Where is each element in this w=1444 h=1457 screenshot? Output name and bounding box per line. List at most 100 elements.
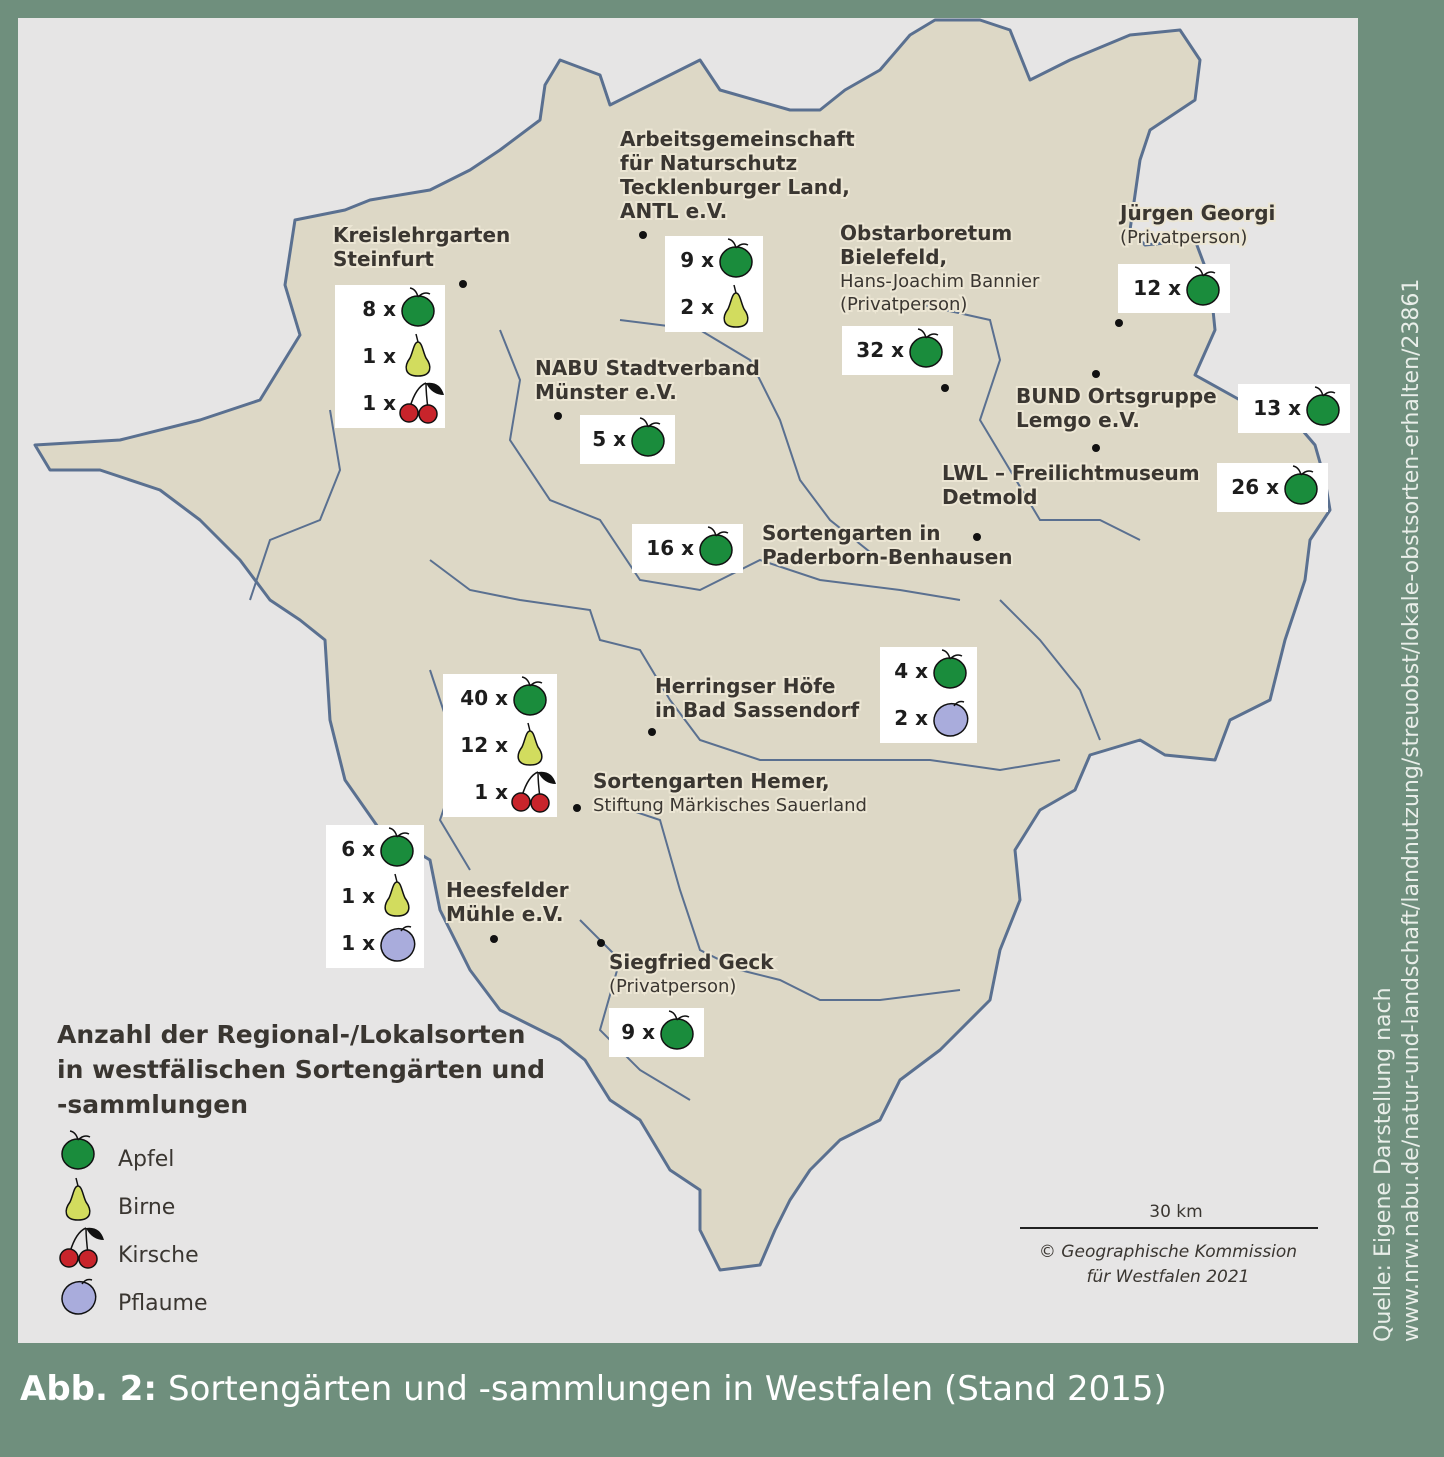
site-name: ANTL e.V. (620, 199, 727, 223)
legend-item: Pflaume (118, 1291, 208, 1316)
pear-stem (733, 284, 737, 294)
count-label: 6 x (341, 837, 375, 861)
cherry-leaf (86, 1227, 104, 1240)
site-dot (459, 280, 467, 288)
plum-body (380, 927, 416, 962)
apple-body (933, 657, 967, 689)
pear-body (723, 292, 749, 328)
apple-stem (639, 417, 661, 428)
site-name: Obstarboretum (840, 221, 1012, 245)
pear-body (65, 1185, 91, 1221)
site-dot (648, 728, 656, 736)
count-label: 8 x (362, 297, 396, 321)
count-label: 12 x (1133, 276, 1181, 300)
plum-stem (400, 925, 412, 932)
site-dot (597, 939, 605, 947)
apple-body (909, 336, 943, 368)
plum-stem (81, 1278, 93, 1285)
site-name: Siegfried Geck (609, 950, 774, 974)
fruit-icon (517, 722, 543, 766)
cherry (78, 1249, 98, 1269)
cherry-leaf (538, 771, 556, 784)
apple-stem (707, 526, 729, 537)
site-name: Tecklenburger Land, (620, 175, 850, 199)
site-name: in Bad Sassendorf (655, 698, 860, 722)
site-subtitle: (Privatperson) (1120, 227, 1247, 248)
apple-stem (668, 1010, 690, 1021)
site-dot (554, 412, 562, 420)
fruit-icon (723, 284, 749, 328)
site-dot (1092, 370, 1100, 378)
count-label: 40 x (460, 686, 508, 710)
count-label: 1 x (362, 391, 396, 415)
fruit-icon (699, 526, 733, 566)
apple-stem (409, 287, 431, 298)
fruit-icon (1186, 266, 1220, 306)
site-dot (973, 533, 981, 541)
apple-stem (727, 238, 749, 249)
caption-label: Abb. 2: (20, 1369, 157, 1409)
site-dot (490, 935, 498, 943)
apple-stem (941, 649, 963, 660)
plum-body (933, 702, 969, 737)
site-name: Münster e.V. (535, 380, 677, 404)
apple-stem (69, 1130, 91, 1141)
site-name: Sortengarten Hemer, (593, 769, 830, 793)
site-name: BUND Ortsgruppe (1016, 384, 1217, 408)
cherry (530, 793, 550, 813)
cherry-leaf (426, 382, 444, 395)
apple-body (1284, 473, 1318, 505)
site-dot (639, 231, 647, 239)
count-label: 4 x (894, 659, 928, 683)
site-name: Heesfelder (446, 878, 569, 902)
cherry (418, 404, 438, 424)
fruit-icon (719, 238, 753, 278)
apple-body (513, 684, 547, 716)
apple-stem (1194, 266, 1216, 277)
site-subtitle: Stiftung Märkisches Sauerland (593, 795, 867, 816)
fruit-icon (401, 287, 435, 327)
count-label: 32 x (856, 338, 904, 362)
site-subtitle: (Privatperson) (609, 976, 736, 997)
count-label: 9 x (621, 1020, 655, 1044)
site-name: Mühle e.V. (446, 902, 563, 926)
apple-stem (1292, 465, 1314, 476)
apple-body (61, 1138, 95, 1170)
pear-body (405, 341, 431, 377)
fruit-icon (511, 771, 556, 813)
legend-title: -sammlungen (57, 1090, 248, 1119)
apple-body (401, 295, 435, 327)
count-label: 16 x (646, 536, 694, 560)
apple-stem (917, 328, 939, 339)
count-label: 1 x (341, 884, 375, 908)
pear-body (517, 730, 543, 766)
apple-body (1306, 394, 1340, 426)
cherry (59, 1248, 79, 1268)
site-subtitle: (Privatperson) (840, 294, 967, 315)
source: www.nrw.nabu.de/natur-und-landschaft/lan… (1399, 279, 1424, 1342)
legend-title: Anzahl der Regional-/Lokalsorten (57, 1020, 525, 1049)
apple-body (1186, 274, 1220, 306)
fruit-icon (65, 1177, 91, 1221)
fruit-icon (405, 333, 431, 377)
fruit-icon (61, 1278, 97, 1315)
apple-stem (388, 827, 410, 838)
fruit-icon (384, 873, 410, 917)
count-label: 26 x (1231, 475, 1279, 499)
fruit-icon (909, 328, 943, 368)
legend-item: Kirsche (118, 1243, 199, 1268)
count-label: 2 x (680, 295, 714, 319)
count-label: 2 x (894, 706, 928, 730)
cherry (511, 792, 531, 812)
site-name: Arbeitsgemeinschaft (620, 127, 855, 151)
fruit-icon (1306, 386, 1340, 426)
fruit-icon (513, 676, 547, 716)
apple-body (631, 425, 665, 457)
pear-body (384, 881, 410, 917)
cherry (399, 403, 419, 423)
site-name: Sortengarten in (762, 521, 940, 545)
site-dot (1115, 319, 1123, 327)
count-label: 13 x (1253, 396, 1301, 420)
site-name: LWL – Freilichtmuseum (942, 461, 1200, 485)
